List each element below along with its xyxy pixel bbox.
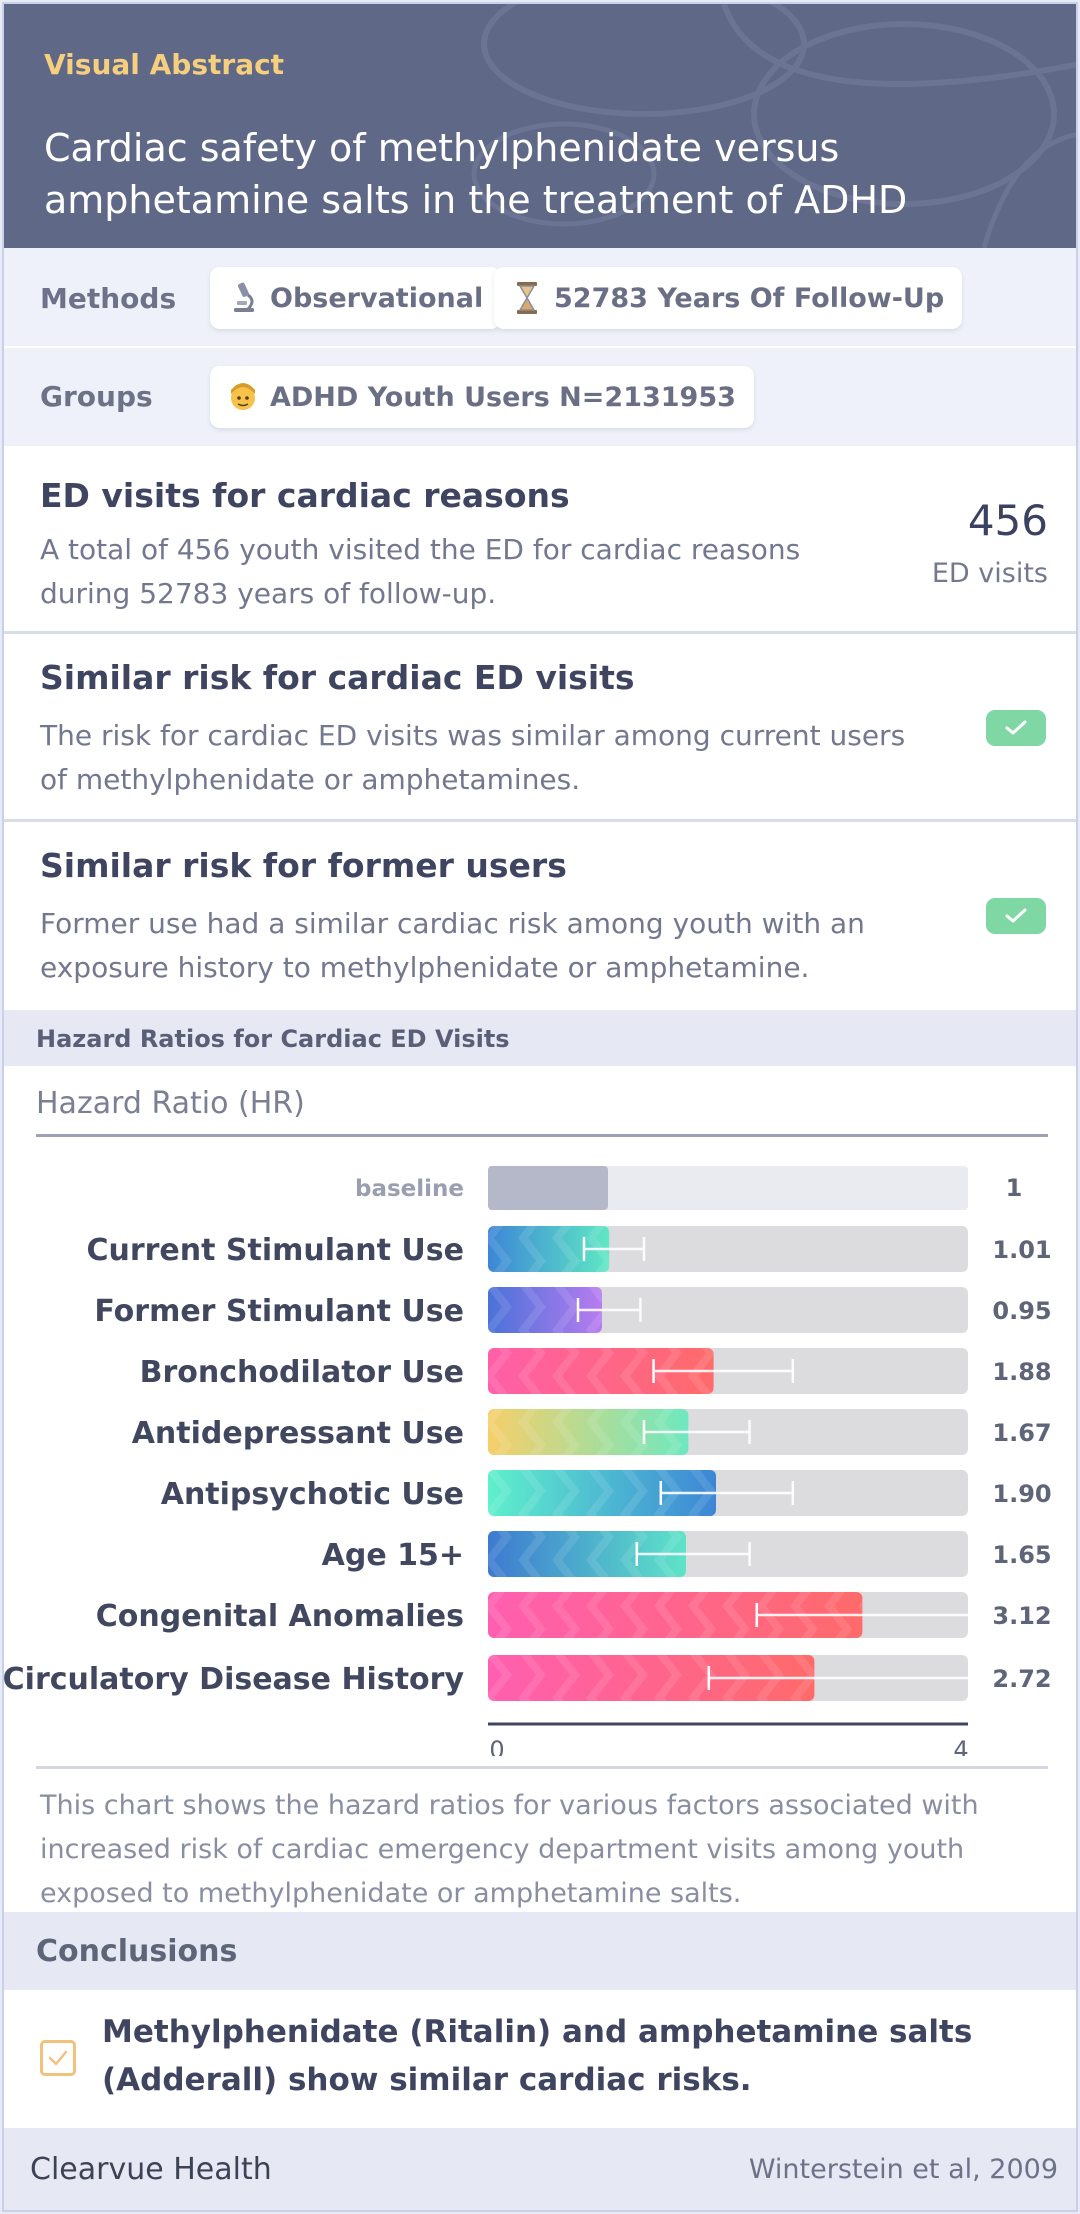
groups-row: Groups ADHD Youth Users N=2131953 — [4, 348, 1076, 448]
bar-texture — [488, 1592, 863, 1638]
finding-title: ED visits for cardiac reasons — [40, 476, 570, 515]
check-icon — [986, 710, 1046, 746]
finding-card-former-users: Similar risk for former users Former use… — [4, 822, 1076, 1010]
value-label: 1.88 — [992, 1358, 1051, 1386]
category-label: Circulatory Disease History — [4, 1662, 464, 1697]
finding-title: Similar risk for former users — [40, 846, 567, 885]
check-icon — [986, 898, 1046, 934]
finding-title: Similar risk for cardiac ED visits — [40, 658, 635, 697]
conclusions-title: Conclusions — [36, 1934, 238, 1969]
value-label: 1.01 — [992, 1236, 1051, 1264]
stat-label: ED visits — [931, 558, 1048, 589]
value-label: 1.90 — [992, 1480, 1051, 1508]
x-tick-label: 4 — [953, 1736, 968, 1756]
value-label: 2.72 — [992, 1665, 1051, 1693]
finding-text: The risk for cardiac ED visits was simil… — [40, 719, 906, 796]
brand-name: Clearvue Health — [30, 2152, 272, 2187]
chart-section-title: Hazard Ratios for Cardiac ED Visits — [36, 1025, 510, 1053]
bar-texture — [488, 1655, 815, 1701]
groups-label: Groups — [40, 380, 153, 413]
bar-texture — [488, 1348, 714, 1394]
footer: Clearvue Health Winterstein et al, 2009 — [4, 2128, 1076, 2210]
conclusion-text: Methylphenidate (Ritalin) and amphetamin… — [102, 2014, 973, 2098]
chart-plot: baseline 1 Current Stimulant Use 1.01 Former… — [4, 1166, 1052, 1756]
groups-chip-label: ADHD Youth Users N=2131953 — [270, 381, 736, 413]
methods-row: Methods Observational 52783 Years Of Fol… — [4, 248, 1076, 348]
category-label: Antidepressant Use — [132, 1416, 464, 1451]
finding-text: A total of 456 youth visited the ED for … — [40, 533, 801, 610]
bar-texture — [488, 1287, 602, 1333]
chart-divider — [36, 1766, 1048, 1769]
background-pattern — [471, 4, 1076, 248]
category-label: Antipsychotic Use — [161, 1477, 464, 1512]
methods-chip-label: 52783 Years Of Follow-Up — [554, 282, 945, 314]
groups-chip: ADHD Youth Users N=2131953 — [210, 366, 754, 428]
person-icon — [228, 380, 258, 414]
citation: Winterstein et al, 2009 — [748, 2154, 1058, 2185]
bar-texture — [488, 1226, 610, 1272]
value-label: 1.67 — [992, 1419, 1051, 1447]
value-label: 1.65 — [992, 1541, 1051, 1569]
methods-chip-observational: Observational — [210, 267, 502, 329]
hourglass-icon — [512, 281, 542, 315]
bar-texture — [488, 1409, 689, 1455]
finding-card-ed-visits: ED visits for cardiac reasons A total of… — [4, 448, 1076, 634]
category-label: Current Stimulant Use — [86, 1233, 464, 1268]
chart-caption: This chart shows the hazard ratios for v… — [40, 1790, 979, 1909]
finding-text: Former use had a similar cardiac risk am… — [40, 907, 865, 984]
category-label: Congenital Anomalies — [96, 1599, 464, 1634]
hazard-ratio-chart: Hazard Ratio (HR) baseline 1 Current Stimu… — [4, 1066, 1076, 1912]
baseline-bar — [488, 1166, 608, 1210]
bar-track — [488, 1287, 968, 1333]
category-label: Former Stimulant Use — [94, 1294, 464, 1329]
header-eyebrow: Visual Abstract — [44, 48, 285, 81]
methods-chip-label: Observational — [270, 282, 484, 314]
header: Visual Abstract Cardiac safety of methyl… — [4, 4, 1076, 248]
stat-value: 456 — [967, 496, 1048, 545]
baseline-label: baseline — [355, 1176, 464, 1202]
category-label: Bronchodilator Use — [140, 1355, 464, 1390]
finding-card-similar-risk: Similar risk for cardiac ED visits The r… — [4, 634, 1076, 822]
checkbox-icon — [40, 2040, 76, 2076]
chart-section-header: Hazard Ratios for Cardiac ED Visits — [4, 1010, 1076, 1066]
microscope-icon — [228, 281, 258, 315]
conclusions-item: Methylphenidate (Ritalin) and amphetamin… — [4, 1990, 1076, 2128]
value-label: 3.12 — [992, 1602, 1051, 1630]
chart-axis-label: Hazard Ratio (HR) — [36, 1086, 305, 1121]
baseline-value-label: 1 — [1006, 1174, 1023, 1202]
conclusions-header: Conclusions — [4, 1912, 1076, 1990]
bar-texture — [488, 1470, 716, 1516]
value-label: 0.95 — [992, 1297, 1051, 1325]
chart-divider — [36, 1134, 1048, 1137]
page-title: Cardiac safety of methylphenidate versus… — [44, 126, 908, 222]
x-tick-label: 0 — [489, 1736, 504, 1756]
methods-chip-follow-up: 52783 Years Of Follow-Up — [494, 267, 963, 329]
methods-label: Methods — [40, 282, 177, 315]
category-label: Age 15+ — [322, 1538, 464, 1573]
